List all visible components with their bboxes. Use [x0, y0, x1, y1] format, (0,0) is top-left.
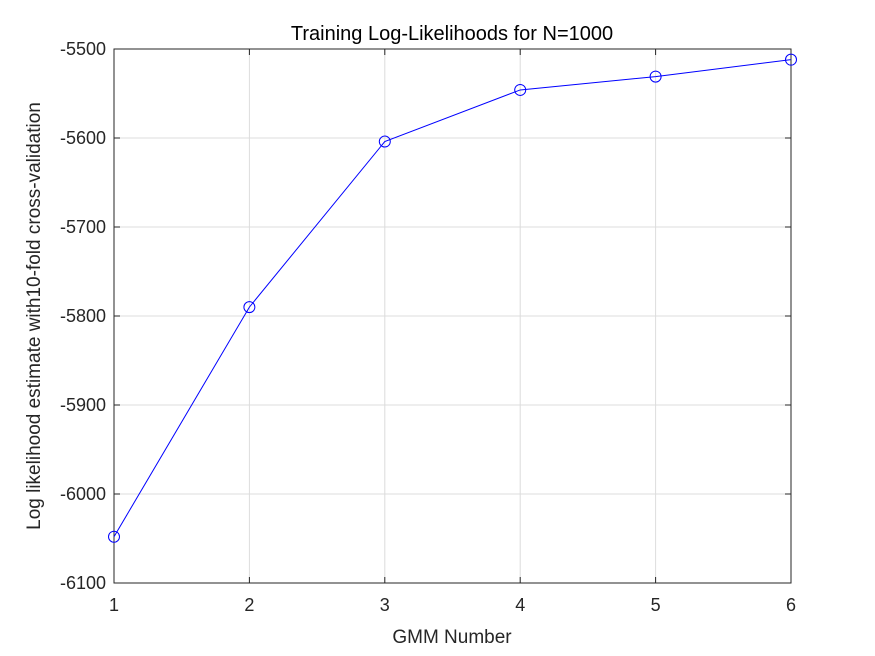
data-point-marker	[243, 301, 256, 314]
x-tick-label: 1	[109, 595, 119, 615]
y-tick-label: -5600	[60, 128, 106, 148]
axis-ticks: 1 2 3 4 5 6 -6100 -6000 -5900 -5800 -5700 -5600 -550…	[60, 39, 796, 615]
grid	[113, 48, 792, 584]
chart-title: Training Log-Likelihoods for N=1000	[291, 23, 613, 45]
x-axis-label: GMM Number	[392, 627, 512, 648]
y-tick-label: -5900	[60, 395, 106, 415]
y-tick-label: -6100	[60, 573, 106, 593]
y-tick-label: -5700	[60, 217, 106, 237]
x-tick-label: 5	[651, 595, 661, 615]
y-tick-label: -5800	[60, 306, 106, 326]
y-tick-label: -6000	[60, 484, 106, 504]
data-point-marker	[649, 70, 662, 83]
data-point-marker	[785, 53, 797, 66]
data-series	[108, 53, 797, 543]
x-tick-label: 3	[380, 595, 390, 615]
x-tick-label: 6	[786, 595, 796, 615]
series-line	[113, 59, 792, 537]
x-tick-label: 2	[244, 595, 254, 615]
data-point-marker	[514, 83, 527, 96]
y-axis-label: Log likelihood estimate with10-fold cros…	[24, 102, 45, 530]
x-tick-label: 4	[515, 595, 525, 615]
y-tick-label: -5500	[60, 39, 106, 59]
data-point-marker	[108, 530, 120, 543]
data-point-marker	[378, 135, 391, 148]
